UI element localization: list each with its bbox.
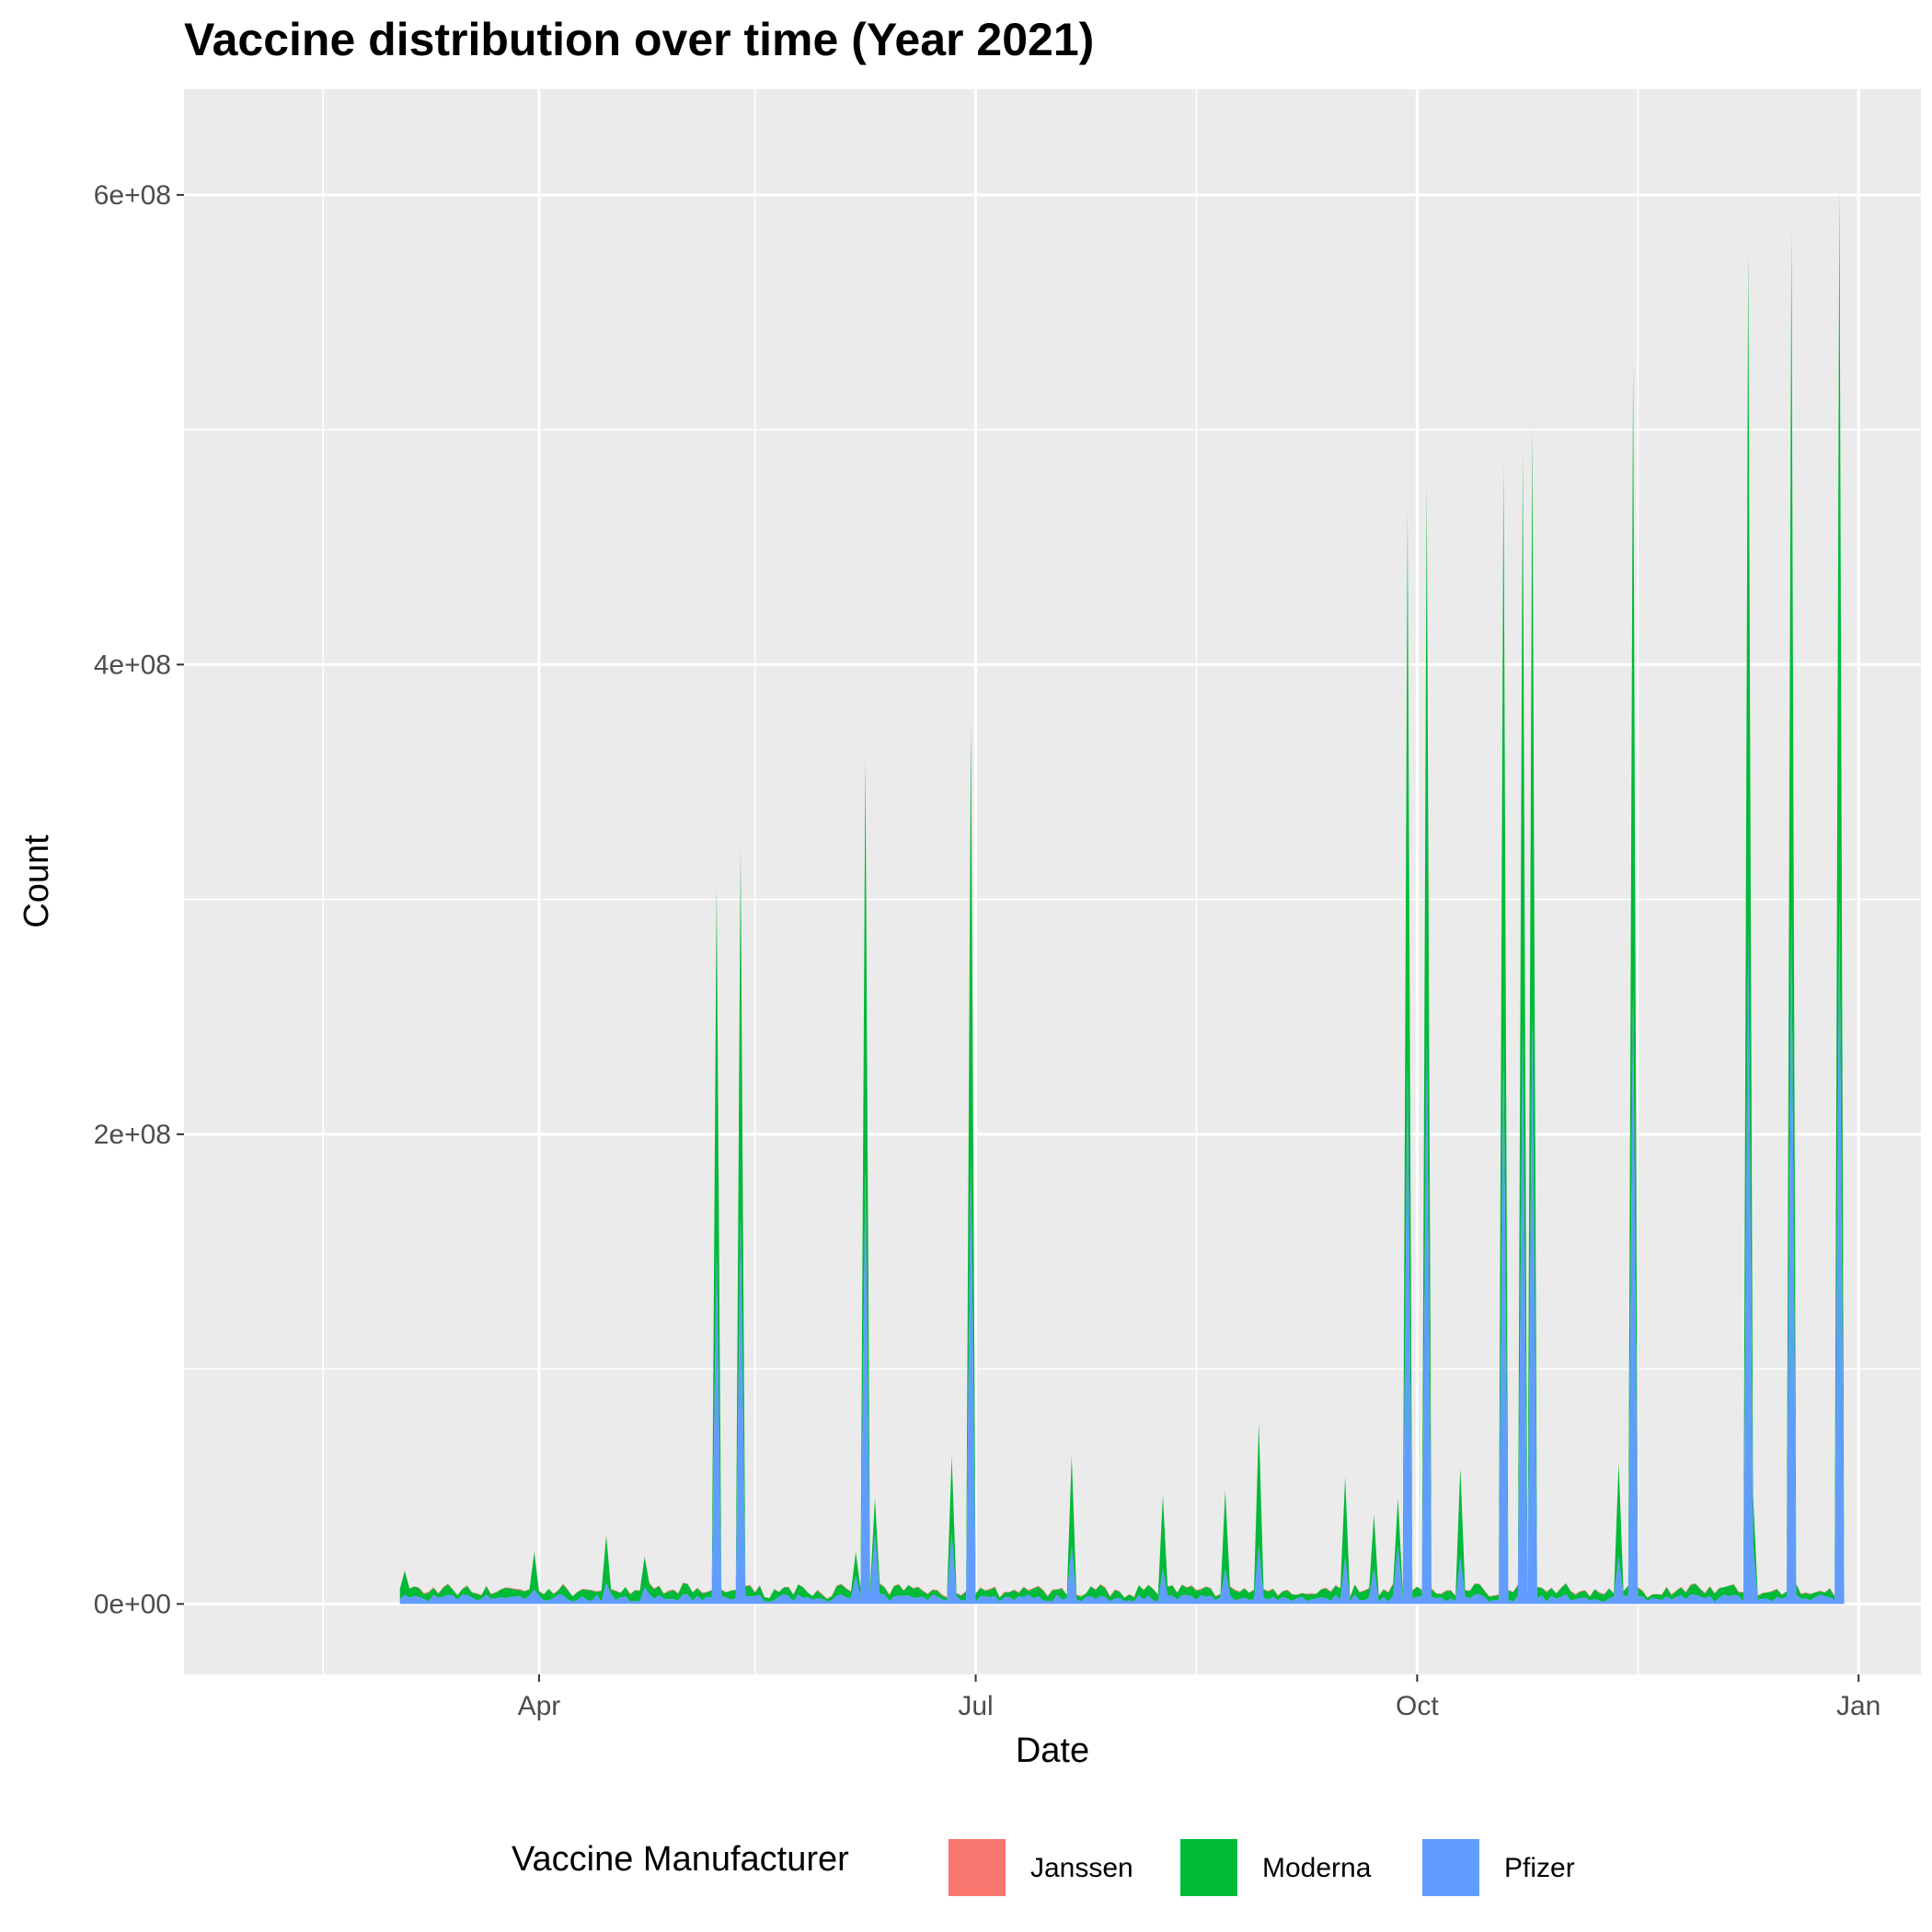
- legend-entry-moderna: Moderna: [1179, 1837, 1372, 1898]
- plot-panel: [184, 89, 1921, 1674]
- legend-label: Pfizer: [1504, 1853, 1575, 1883]
- minor-gridlines: [184, 89, 1921, 1674]
- x-axis: Apr Jul Oct Jan: [518, 1674, 1880, 1721]
- legend-swatch: [1179, 1837, 1239, 1898]
- y-tick-label: 4e+08: [94, 650, 171, 680]
- legend-swatch: [947, 1837, 1007, 1898]
- y-tick-label: 2e+08: [94, 1120, 171, 1150]
- legend-label: Janssen: [1030, 1853, 1133, 1883]
- x-tick-label: Jan: [1836, 1691, 1880, 1721]
- y-tick-label: 6e+08: [94, 180, 171, 211]
- legend: Vaccine Manufacturer Janssen Moderna Pfize…: [512, 1837, 1575, 1898]
- x-axis-title: Date: [1016, 1731, 1089, 1770]
- legend-swatch: [1420, 1837, 1481, 1898]
- major-gridlines: [184, 89, 1921, 1674]
- x-tick-label: Jul: [958, 1691, 993, 1721]
- x-tick-label: Apr: [518, 1691, 561, 1721]
- legend-entry-pfizer: Pfizer: [1420, 1837, 1575, 1898]
- legend-entry-janssen: Janssen: [947, 1837, 1133, 1898]
- legend-label: Moderna: [1262, 1853, 1372, 1883]
- legend-entries: Janssen Moderna Pfizer: [947, 1837, 1575, 1898]
- y-axis: 0e+00 2e+08 4e+08 6e+08: [94, 180, 184, 1619]
- legend-title: Vaccine Manufacturer: [512, 1840, 849, 1879]
- chart-title: Vaccine distribution over time (Year 202…: [184, 14, 1094, 65]
- y-axis-title: Count: [17, 834, 56, 928]
- x-tick-label: Oct: [1396, 1691, 1439, 1721]
- y-tick-label: 0e+00: [94, 1589, 171, 1619]
